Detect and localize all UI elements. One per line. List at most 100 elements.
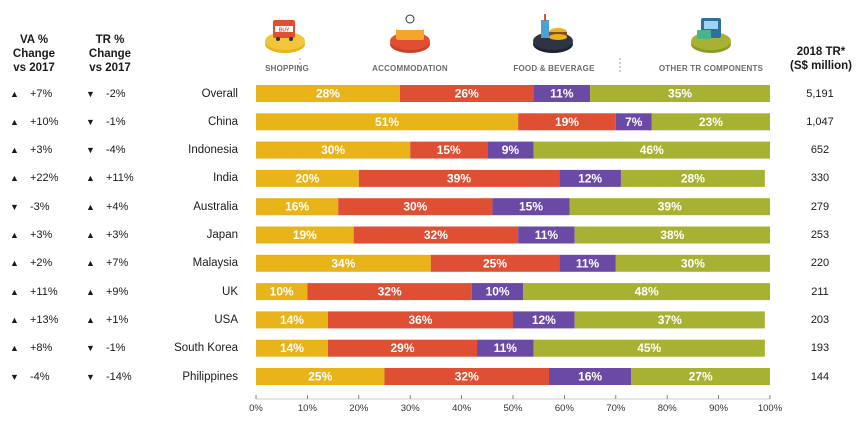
bar-segment-label: 14%	[280, 341, 304, 355]
bar-segment-label: 48%	[635, 285, 659, 299]
bar-segment-label: 11%	[550, 87, 574, 101]
tr-total-header: 2018 TR* (S$ million)	[783, 45, 859, 73]
bar-segment-label: 32%	[378, 285, 402, 299]
bar-segment	[256, 254, 431, 272]
bar-segment	[256, 85, 400, 102]
x-axis-tick-label: 30%	[401, 403, 421, 414]
country-label: Australia	[193, 200, 238, 213]
bar-segment	[384, 368, 549, 385]
bar-segment-label: 14%	[280, 313, 304, 327]
bar-segment	[338, 198, 493, 216]
arrow-down-icon: ▼	[86, 88, 95, 99]
bar-segment	[569, 198, 770, 216]
tr-change-value: -2%	[106, 87, 126, 100]
x-axis-tick-label: 60%	[555, 403, 575, 414]
bar-segment-label: 45%	[637, 341, 661, 355]
bar-segment-label: 19%	[555, 115, 579, 129]
bar-segment	[307, 283, 472, 301]
va-header-line-3: vs 2017	[13, 62, 55, 74]
bar-segment-label: 39%	[658, 200, 682, 214]
bar-segment	[518, 226, 575, 244]
bar-segment-label: 30%	[403, 200, 427, 214]
bar-segment-label: 16%	[578, 370, 602, 384]
tr-change-header: TR % Change vs 2017	[80, 33, 140, 75]
arrow-down-icon: ▼	[86, 145, 95, 156]
category-label-food-beverage: FOOD & BEVERAGE	[513, 64, 595, 73]
x-axis-tick-label: 20%	[349, 403, 369, 414]
country-label: Indonesia	[188, 144, 238, 157]
bar-segment-label: 11%	[576, 256, 600, 270]
tr-change-value: +4%	[106, 200, 129, 213]
bar-segment	[590, 85, 770, 102]
shopping-icon: BUY	[265, 20, 305, 53]
bar-segment	[492, 198, 570, 216]
tr-change-value: +9%	[106, 285, 129, 298]
arrow-up-icon: ▲	[86, 173, 95, 184]
va-change-value: +13%	[30, 313, 59, 326]
tr-change-value: -1%	[106, 342, 126, 355]
country-label: USA	[214, 313, 238, 326]
arrow-down-icon: ▼	[10, 371, 19, 382]
tr-total-header-line-1: 2018 TR*	[796, 46, 846, 58]
va-change-value: +11%	[30, 285, 58, 298]
bar-segment	[256, 226, 354, 244]
tr-change-value: -14%	[106, 370, 132, 383]
tr-change-value: +11%	[106, 172, 134, 185]
bar-segment	[430, 254, 560, 272]
food-beverage-icon	[533, 14, 573, 53]
arrow-up-icon: ▲	[10, 145, 19, 156]
arrow-up-icon: ▲	[10, 286, 19, 297]
arrow-down-icon: ▼	[86, 116, 95, 127]
country-label: Philippines	[182, 370, 238, 383]
x-axis-tick-label: 10%	[298, 403, 318, 414]
arrow-up-icon: ▲	[10, 116, 19, 127]
tr-2018-value: 652	[810, 144, 830, 157]
arrow-up-icon: ▲	[86, 258, 95, 269]
tr-change-value: -4%	[106, 144, 126, 157]
accommodation-icon	[390, 14, 430, 53]
bar-segment	[256, 169, 359, 187]
va-change-value: +3%	[30, 229, 53, 241]
bar-segment	[399, 85, 534, 102]
bar-segment-label: 28%	[681, 171, 705, 185]
arrow-up-icon: ▲	[86, 286, 95, 297]
tr-2018-value: 5,191	[806, 87, 834, 100]
bar-segment	[533, 339, 765, 357]
country-label: China	[207, 115, 238, 128]
bar-segment-label: 12%	[578, 171, 602, 185]
bar-segment	[574, 226, 770, 244]
va-change-value: -3%	[30, 200, 50, 213]
bar-segment-label: 9%	[502, 143, 520, 157]
tr-2018-value: 203	[810, 313, 830, 326]
other-tr-components-icon	[691, 18, 731, 53]
tr-2018-value: 1,047	[806, 115, 834, 128]
x-axis-tick-label: 80%	[658, 403, 678, 414]
bar-segment-label: 10%	[486, 285, 510, 299]
va-change-value: +8%	[30, 342, 53, 355]
tr-change-value: -1%	[106, 115, 126, 128]
bar-segment	[574, 311, 765, 329]
tr-header-line-2: Change	[88, 48, 132, 60]
bar-segment-label: 26%	[455, 87, 479, 101]
arrow-up-icon: ▲	[86, 230, 95, 240]
va-header-line-1: VA %	[19, 34, 49, 46]
bar-segment-label: 27%	[689, 370, 713, 384]
bar-segment	[559, 254, 616, 272]
bar-segment-label: 32%	[455, 370, 479, 384]
tr-change-value: +1%	[106, 313, 129, 326]
bar-segment	[620, 169, 765, 187]
bar-segment	[256, 283, 308, 301]
va-change-value: -4%	[30, 370, 50, 383]
bar-segment-label: 29%	[390, 341, 414, 355]
bar-segment	[410, 141, 488, 159]
bar-segment	[256, 311, 328, 329]
country-label: South Korea	[174, 342, 238, 355]
bar-segment	[256, 368, 385, 385]
arrow-up-icon: ▲	[10, 173, 19, 184]
bar-segment-label: 39%	[447, 171, 471, 185]
bar-segment-label: 25%	[308, 370, 332, 384]
bar-segment-label: 30%	[321, 143, 345, 157]
x-axis-tick-label: 0%	[249, 403, 263, 414]
bar-segment	[523, 283, 770, 301]
tr-header-line-3: vs 2017	[89, 62, 131, 74]
